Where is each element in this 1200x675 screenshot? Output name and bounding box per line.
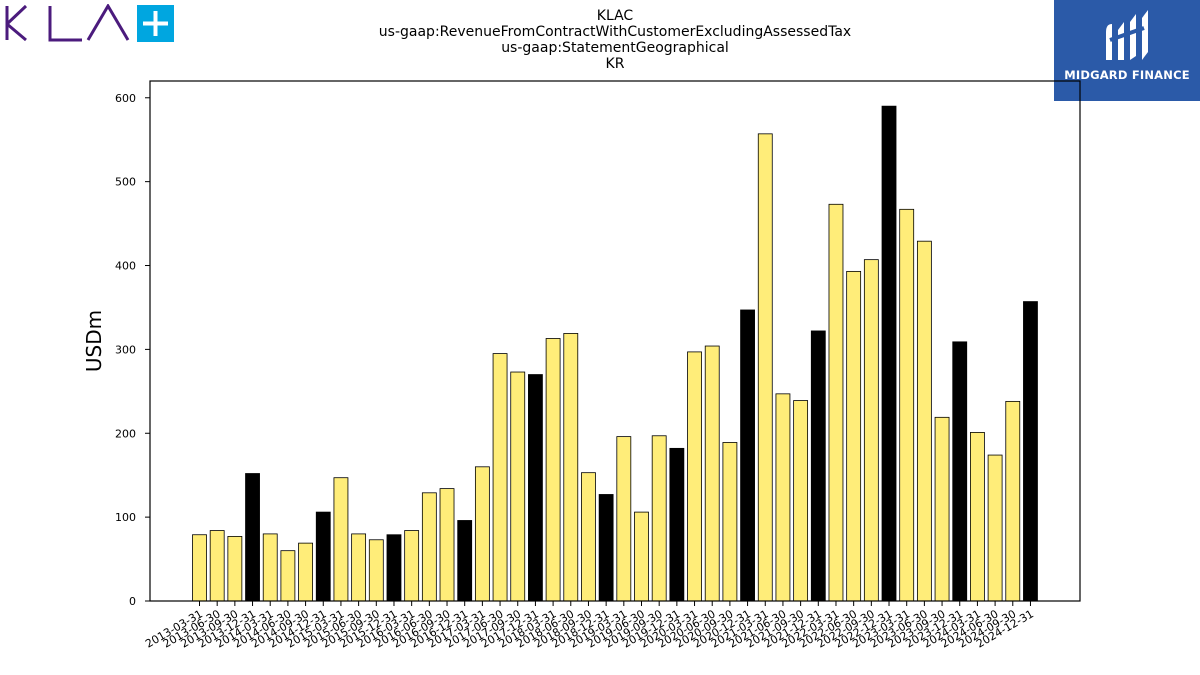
bar-2024-03-31 <box>970 432 985 602</box>
bar-2024-09-30 <box>1005 400 1021 602</box>
y-tick-label: 200 <box>115 427 136 440</box>
bar-2021-09-30 <box>793 400 809 602</box>
bar-2013-09-30 <box>227 536 243 602</box>
bar-2017-03-31 <box>474 466 490 602</box>
chart-title-line-4: KR <box>605 56 625 72</box>
y-tick-label: 500 <box>115 176 136 189</box>
kla-logo-graphic <box>5 3 174 42</box>
bar-2014-09-30 <box>298 542 313 602</box>
bar-2017-09-30 <box>510 371 526 602</box>
bar-2022-09-30 <box>863 259 879 602</box>
bar-2022-03-31 <box>828 203 844 602</box>
bar-2022-12-31 <box>881 105 897 602</box>
y-tick-label: 0 <box>129 595 136 608</box>
bar-2015-12-31 <box>386 534 402 602</box>
bar-2014-06-30 <box>280 550 296 602</box>
bar-2019-09-30 <box>651 435 667 602</box>
bar-2020-03-31 <box>687 351 702 602</box>
bar-2016-12-31 <box>457 520 473 602</box>
bar-2016-06-30 <box>421 492 437 602</box>
bar-2021-12-31 <box>810 330 826 602</box>
midgard-logo-mark <box>1106 10 1148 60</box>
bar-2020-12-31 <box>740 309 755 602</box>
bar-2024-06-30 <box>987 454 1003 602</box>
bar-2016-03-31 <box>404 530 420 602</box>
y-tick-label: 300 <box>115 343 136 356</box>
bar-2013-06-30 <box>209 530 225 602</box>
x-axis: 2013-03-312013-06-302013-09-302013-12-31… <box>143 601 1036 651</box>
bar-2018-09-30 <box>581 472 596 602</box>
bar-2013-03-31 <box>192 534 207 602</box>
midgard-finance-text: MIDGARD FINANCE <box>1064 68 1190 82</box>
bar-2014-12-31 <box>315 511 331 602</box>
bar-series <box>192 105 1038 602</box>
bar-2023-03-31 <box>899 208 915 602</box>
chart-title-line-3: us-gaap:StatementGeographical <box>501 40 729 56</box>
bar-2019-12-31 <box>669 447 685 602</box>
bar-2023-12-31 <box>952 341 968 602</box>
bar-2023-06-30 <box>916 240 932 602</box>
bar-2021-06-30 <box>775 393 791 602</box>
bar-2018-12-31 <box>598 494 614 602</box>
bar-2024-12-31 <box>1023 301 1038 602</box>
bar-2014-03-31 <box>262 533 278 602</box>
bar-2015-06-30 <box>351 533 367 602</box>
y-axis: 0 100 200 300 400 500 600 <box>115 92 150 608</box>
bar-2020-06-30 <box>704 345 720 602</box>
midgard-finance-logo: MIDGARD FINANCE <box>1054 0 1200 101</box>
bar-2019-06-30 <box>634 511 649 602</box>
kla-logo <box>4 3 176 44</box>
y-axis-label: USDm <box>82 310 106 372</box>
bar-2016-09-30 <box>439 488 455 602</box>
bar-2022-06-30 <box>846 270 862 602</box>
plot-frame <box>149 80 1081 602</box>
bar-2019-03-31 <box>616 436 632 602</box>
chart-title-line-1: KLAC <box>596 8 634 24</box>
bar-2017-06-30 <box>492 353 508 602</box>
y-tick-label: 400 <box>115 260 136 273</box>
bar-2018-06-30 <box>563 333 579 602</box>
y-tick-label: 600 <box>115 92 136 105</box>
bar-2017-12-31 <box>528 374 543 602</box>
bar-2018-03-31 <box>545 338 561 602</box>
bar-2021-03-31 <box>757 133 773 602</box>
bar-2023-09-30 <box>934 416 950 602</box>
bar-2013-12-31 <box>245 473 260 602</box>
chart-title-line-2: us-gaap:RevenueFromContractWithCustomerE… <box>378 24 852 40</box>
bar-2015-09-30 <box>368 539 384 602</box>
bar-2015-03-31 <box>333 477 349 602</box>
bar-2020-09-30 <box>722 442 738 602</box>
y-tick-label: 100 <box>115 511 136 524</box>
